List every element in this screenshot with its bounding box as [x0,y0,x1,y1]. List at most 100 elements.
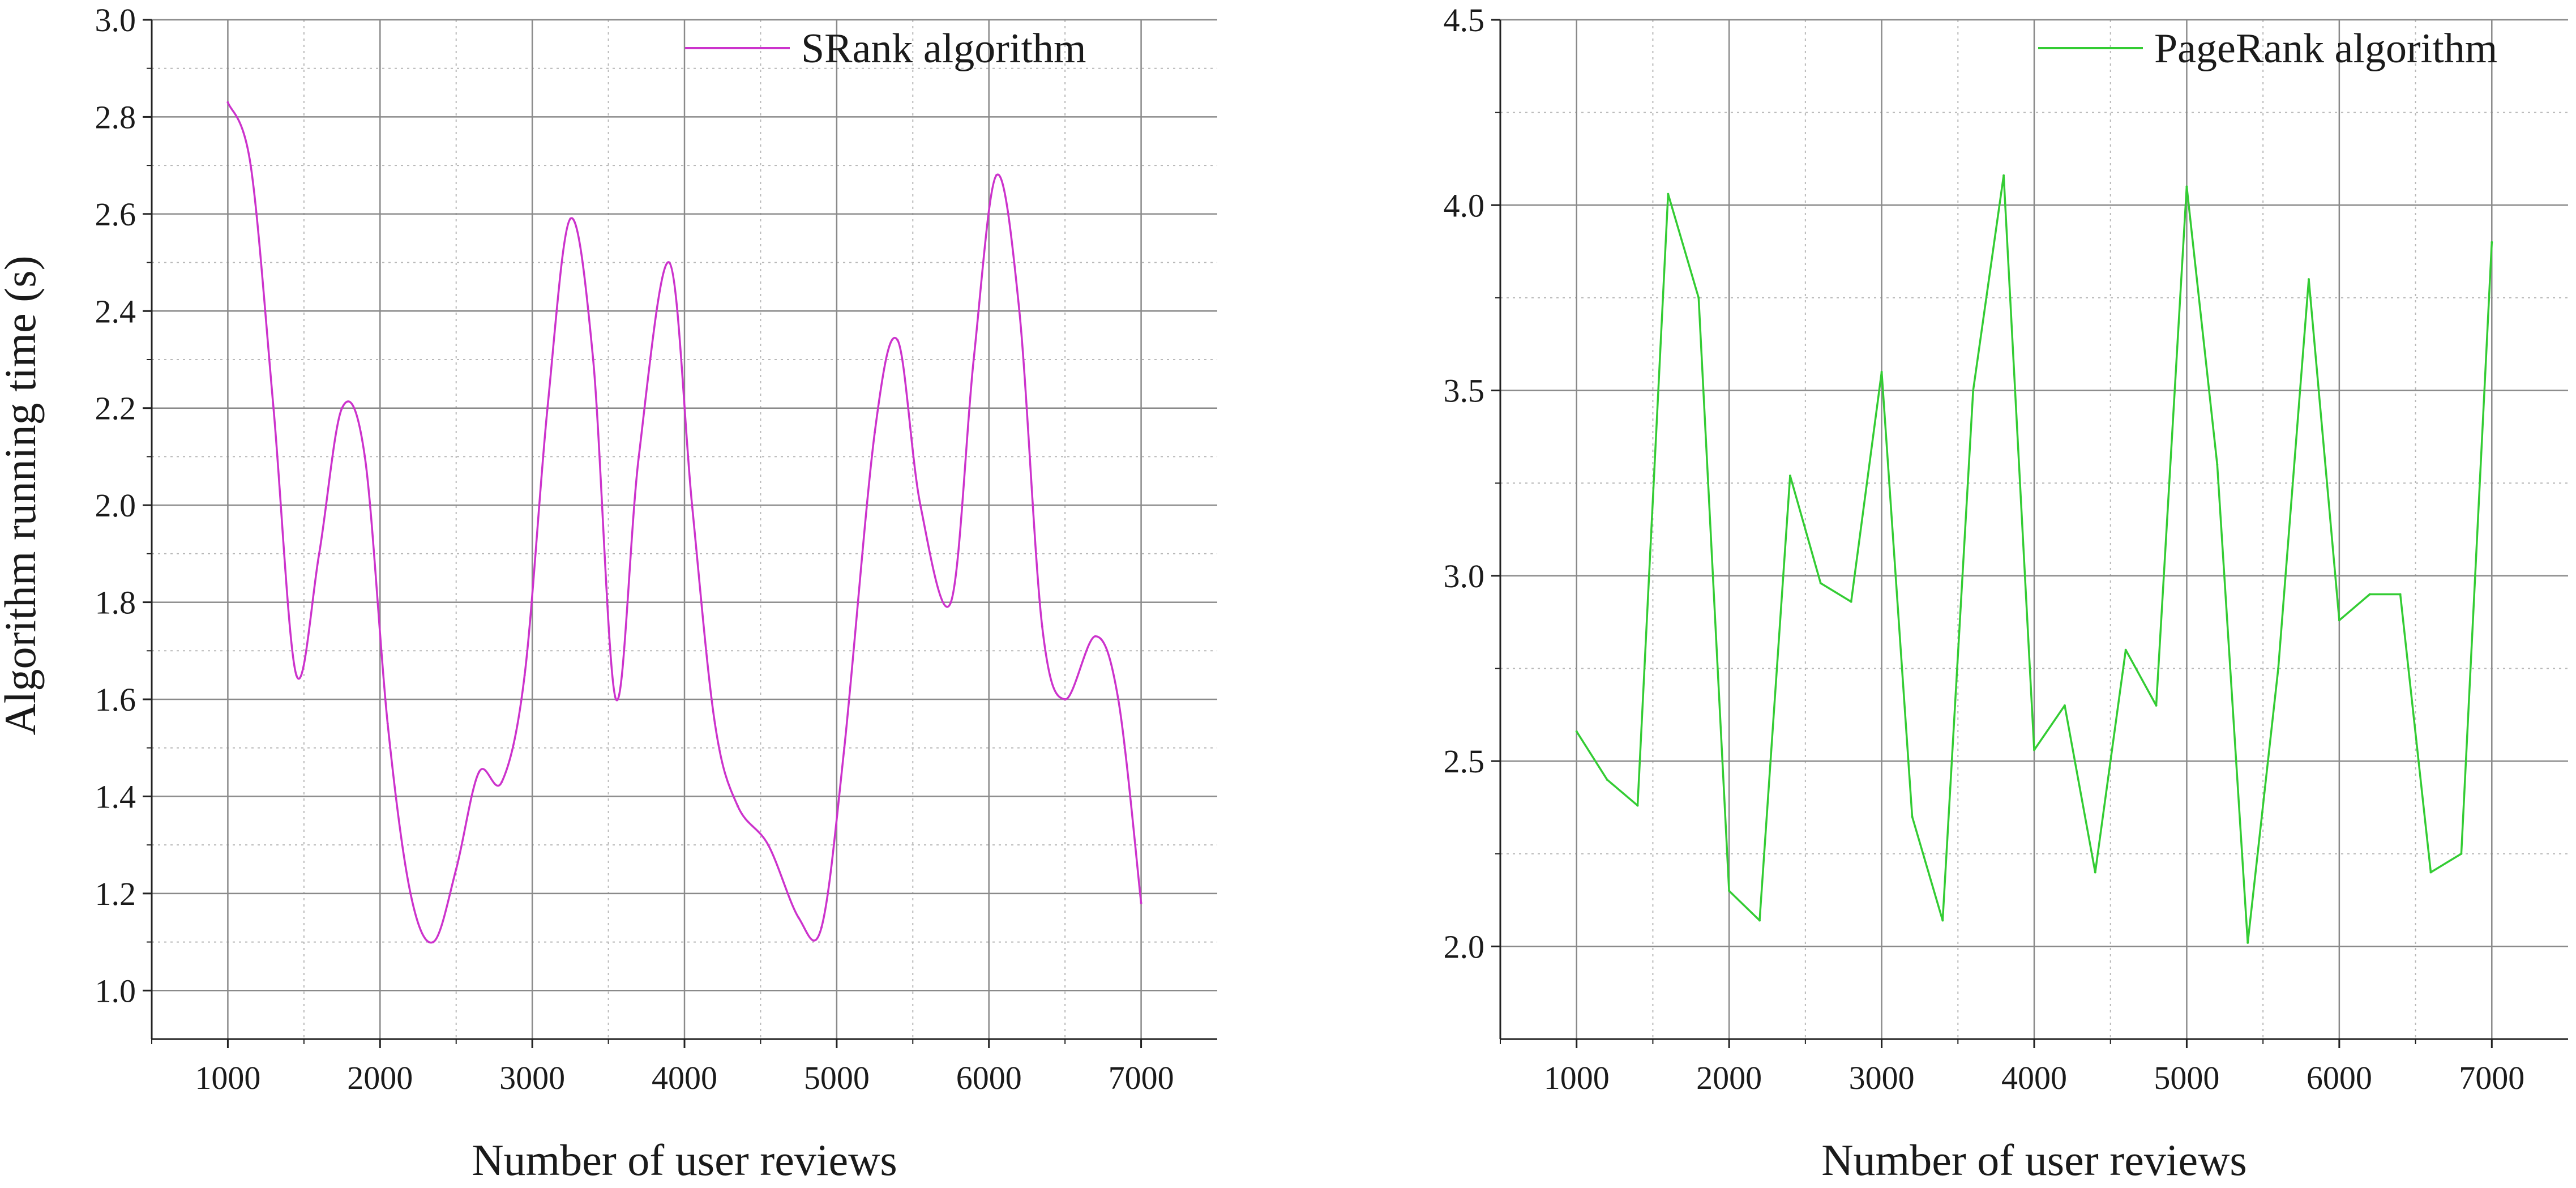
data-point [797,916,800,919]
data-point [295,674,298,677]
x-tick-label: 5000 [2154,1059,2219,1096]
data-point [2491,241,2493,243]
y-tick-label: 4.5 [1444,2,1485,39]
data-point [919,504,922,507]
data-point [1667,193,1670,195]
data-point [2429,871,2432,874]
y-tick-label: 2.8 [95,99,136,135]
data-point [843,746,846,749]
y-tick-label: 1.8 [95,584,136,621]
data-point [1117,698,1120,700]
data-point [363,455,366,458]
data-point [226,101,229,104]
x-axis-title: Number of user reviews [472,1135,897,1185]
data-point [500,780,503,783]
x-tick-label: 2000 [1696,1059,1762,1096]
y-tick-label: 1.0 [95,972,136,1009]
data-point [2124,648,2127,651]
y-tick-label: 2.0 [1444,928,1485,965]
data-point [2460,852,2463,855]
data-point [737,805,739,807]
data-point [874,431,876,434]
data-point [1880,370,1883,373]
x-tick-label: 3000 [499,1059,565,1096]
data-point [691,504,694,507]
y-tick-label: 2.4 [95,293,136,330]
data-point [2094,871,2096,874]
data-point [949,601,952,604]
data-point [2399,593,2402,596]
data-point [1041,625,1043,628]
data-point [272,407,275,409]
data-point [1758,919,1761,922]
data-point [2155,704,2158,707]
data-point [1140,902,1142,904]
y-tick-label: 3.5 [1444,373,1485,409]
data-point [1819,582,1822,584]
data-point [592,358,594,361]
legend-label: PageRank algorithm [2154,25,2497,72]
data-point [432,941,435,943]
data-point [896,339,899,341]
y-axis-title: Algorithm running time (s) [0,255,45,735]
y-tick-label: 2.0 [95,487,136,524]
data-point [972,358,975,361]
data-point [615,698,618,700]
x-tick-label: 1000 [195,1059,260,1096]
data-point [1606,778,1608,781]
x-tick-label: 4000 [652,1059,717,1096]
srank-chart: 1000 2000 3000 4000 5000 6000 7000 1.0 1.2 1.4 1.6… [0,2,1217,1185]
x-tick-label: 7000 [1109,1059,1174,1096]
data-point [1018,310,1021,313]
data-point [386,722,389,725]
y-tick-label: 3.0 [95,2,136,39]
series-line [226,102,1142,944]
data-point [1788,475,1791,477]
data-point [820,926,823,929]
x-tick-label: 2000 [347,1059,413,1096]
y-tick-label: 1.4 [95,778,136,815]
x-tick-label: 5000 [804,1059,870,1096]
y-tick-label: 1.2 [95,875,136,912]
data-point [2033,749,2035,751]
y-tick-label: 4.0 [1444,187,1485,224]
x-tick-label: 6000 [2307,1059,2372,1096]
data-point [523,674,526,677]
data-point [1697,296,1700,299]
data-point [1575,730,1578,733]
data-point [2246,941,2249,944]
data-point [318,552,320,555]
pagerank-chart: 1000 2000 3000 4000 5000 6000 7000 2.0 2.5 3.0 3.5… [1444,2,2568,1185]
legend-label: SRank algorithm [801,25,1086,72]
data-point [2002,174,2005,177]
data-point [767,844,769,847]
y-tick-label: 2.6 [95,196,136,233]
data-point [249,164,252,167]
data-point [2185,185,2188,188]
data-point [1064,698,1067,700]
y-tick-label: 3.0 [1444,558,1485,595]
x-tick-label: 1000 [1544,1059,1610,1096]
y-tick-label: 2.5 [1444,743,1485,780]
data-point [478,771,481,774]
data-point [1941,919,1944,922]
data-point [1972,389,1975,392]
data-point [637,455,640,458]
data-point [1728,890,1731,892]
x-tick-label: 3000 [1849,1059,1915,1096]
data-point [1636,804,1639,807]
data-point [341,407,344,409]
y-tick-label: 1.6 [95,681,136,718]
data-point [1094,635,1097,638]
data-point [713,722,716,725]
data-point [1850,600,1852,603]
data-point [995,174,998,177]
x-tick-label: 7000 [2459,1059,2524,1096]
x-axis-title: Number of user reviews [1821,1135,2247,1185]
data-point [2338,619,2340,622]
data-point [2307,278,2310,281]
data-point [2368,593,2371,596]
data-point [2277,667,2280,670]
data-point [569,217,572,220]
